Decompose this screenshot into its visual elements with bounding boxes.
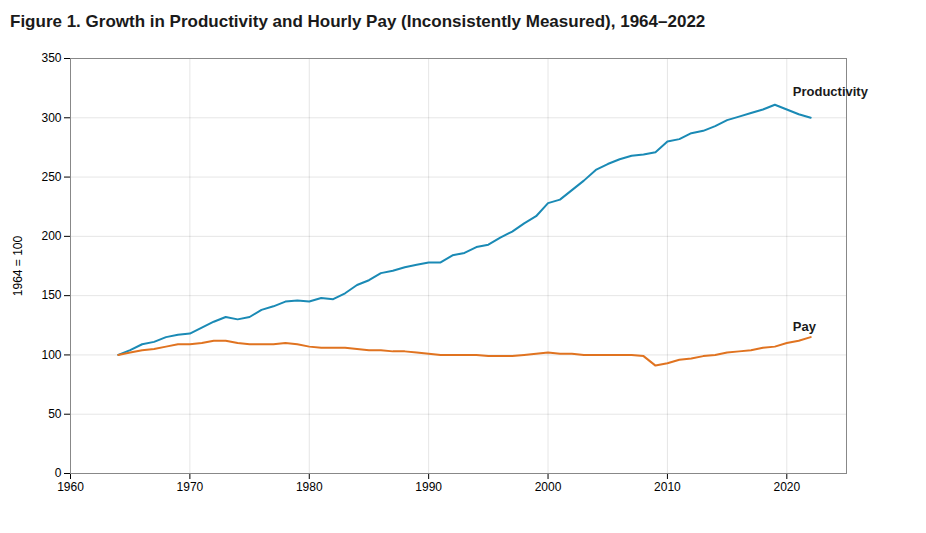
svg-text:1964 = 100: 1964 = 100 [11, 235, 25, 296]
svg-text:Pay: Pay [793, 319, 817, 334]
svg-text:2010: 2010 [654, 480, 681, 494]
svg-text:350: 350 [41, 51, 61, 65]
html-text:Figure 1. Growth in Productivi: Figure 1. Growth in Productivity and Hou… [10, 12, 706, 31]
svg-text:200: 200 [41, 229, 61, 243]
svg-text:300: 300 [41, 111, 61, 125]
svg-text:1990: 1990 [415, 480, 442, 494]
svg-text:Productivity: Productivity [793, 84, 869, 99]
svg-text:2020: 2020 [773, 480, 800, 494]
svg-text:0: 0 [55, 466, 62, 480]
svg-text:50: 50 [48, 407, 62, 421]
svg-text:1970: 1970 [177, 480, 204, 494]
svg-text:150: 150 [41, 288, 61, 302]
svg-text:1960: 1960 [57, 480, 84, 494]
svg-text:100: 100 [41, 348, 61, 362]
svg-text:250: 250 [41, 170, 61, 184]
svg-text:2000: 2000 [535, 480, 562, 494]
svg-text:1980: 1980 [296, 480, 323, 494]
